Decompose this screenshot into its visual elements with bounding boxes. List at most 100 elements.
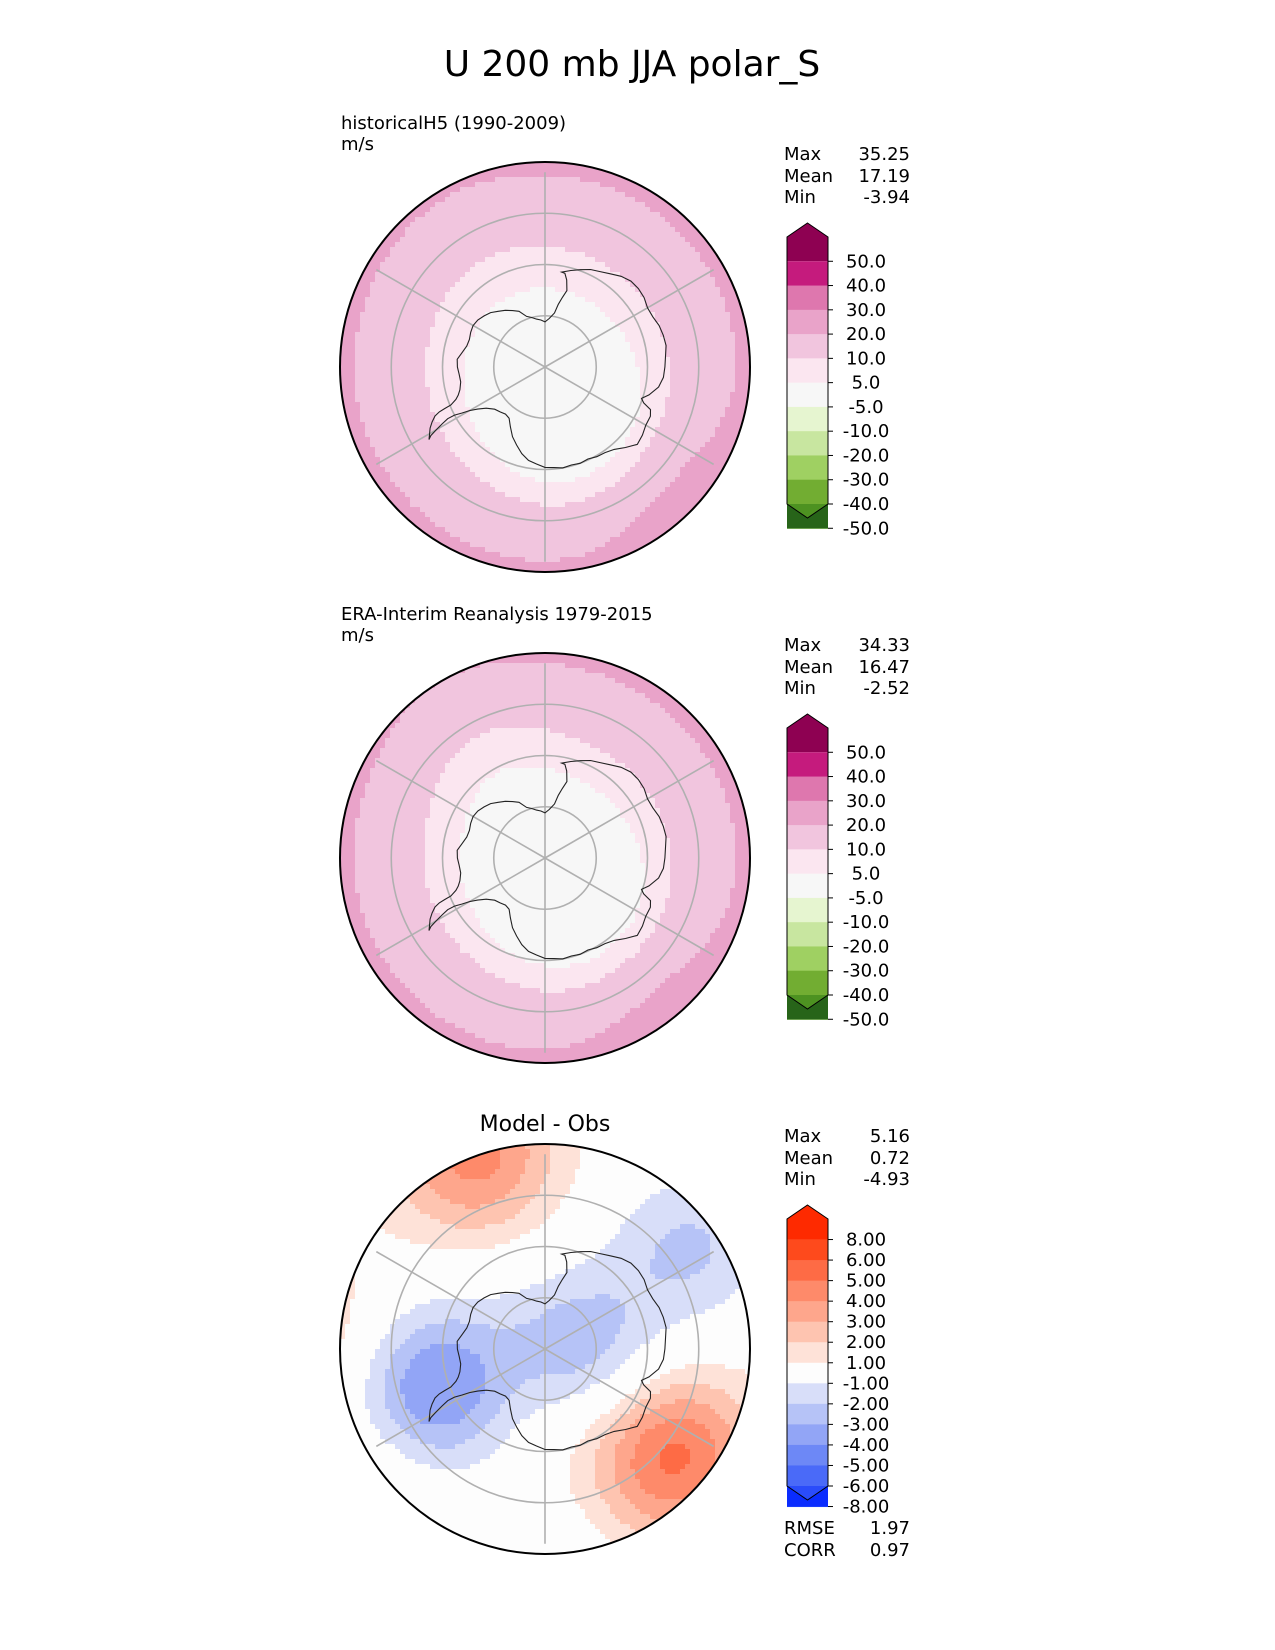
field-cell bbox=[605, 317, 611, 323]
field-cell bbox=[675, 432, 681, 438]
field-cell bbox=[710, 452, 716, 458]
field-cell bbox=[370, 427, 376, 433]
field-cell bbox=[690, 422, 696, 428]
field-cell bbox=[595, 222, 601, 228]
field-cell bbox=[490, 482, 496, 488]
field-cell bbox=[515, 512, 521, 518]
field-cell bbox=[725, 342, 731, 348]
field-cell bbox=[680, 382, 686, 388]
field-cell bbox=[650, 437, 656, 443]
field-cell bbox=[705, 317, 711, 323]
field-cell bbox=[420, 267, 426, 273]
field-cell bbox=[660, 247, 666, 253]
field-cell bbox=[560, 377, 566, 383]
field-cell bbox=[730, 332, 736, 338]
field-cell bbox=[410, 437, 416, 443]
field-cell bbox=[385, 312, 391, 318]
field-cell bbox=[365, 437, 371, 443]
figure-title: U 200 mb JJA polar_S bbox=[444, 44, 821, 85]
field-cell bbox=[435, 247, 441, 253]
field-cell bbox=[575, 262, 581, 268]
field-cell bbox=[550, 412, 556, 418]
field-cell bbox=[410, 252, 416, 258]
field-cell bbox=[435, 192, 441, 198]
field-cell bbox=[645, 262, 651, 268]
field-cell bbox=[575, 322, 581, 328]
field-cell bbox=[405, 267, 411, 273]
field-cell bbox=[605, 272, 611, 278]
field-cell bbox=[665, 267, 671, 273]
field-cell bbox=[735, 422, 741, 428]
field-cell bbox=[475, 487, 481, 493]
field-cell bbox=[425, 362, 431, 368]
field-cell bbox=[445, 237, 451, 243]
field-cell bbox=[475, 457, 481, 463]
field-cell bbox=[480, 297, 486, 303]
field-cell bbox=[640, 242, 646, 248]
field-cell bbox=[530, 507, 536, 513]
field-cell bbox=[430, 502, 436, 508]
field-cell bbox=[600, 447, 606, 453]
field-cell bbox=[550, 512, 556, 518]
field-cell bbox=[370, 287, 376, 293]
field-cell bbox=[550, 452, 556, 458]
field-cell bbox=[600, 192, 606, 198]
field-cell bbox=[670, 237, 676, 243]
field-cell bbox=[525, 447, 531, 453]
field-cell bbox=[425, 442, 431, 448]
field-cell bbox=[520, 177, 526, 183]
field-cell bbox=[735, 317, 741, 323]
field-cell bbox=[740, 342, 746, 348]
field-cell bbox=[445, 312, 451, 318]
field-cell bbox=[735, 427, 741, 433]
field-cell bbox=[365, 417, 371, 423]
field-cell bbox=[405, 462, 411, 468]
field-cell bbox=[610, 187, 616, 193]
field-cell bbox=[470, 332, 476, 338]
field-cell bbox=[660, 417, 666, 423]
field-cell bbox=[420, 347, 426, 353]
field-cell bbox=[510, 377, 516, 383]
field-cell bbox=[640, 312, 646, 318]
field-cell bbox=[610, 492, 616, 498]
field-cell bbox=[340, 312, 346, 318]
field-cell bbox=[540, 302, 546, 308]
field-cell bbox=[385, 482, 391, 488]
field-cell bbox=[525, 512, 531, 518]
field-cell bbox=[565, 202, 571, 208]
field-cell bbox=[650, 392, 656, 398]
field-cell bbox=[490, 172, 496, 178]
field-cell bbox=[540, 322, 546, 328]
field-cell bbox=[375, 357, 381, 363]
field-cell bbox=[480, 312, 486, 318]
field-cell bbox=[505, 287, 511, 293]
field-cell bbox=[720, 367, 726, 373]
field-cell bbox=[525, 227, 531, 233]
field-cell bbox=[720, 327, 726, 333]
field-cell bbox=[425, 467, 431, 473]
field-cell bbox=[560, 372, 566, 378]
field-cell bbox=[410, 507, 416, 513]
field-cell bbox=[515, 437, 521, 443]
field-cell bbox=[445, 232, 451, 238]
field-cell bbox=[425, 367, 431, 373]
field-cell bbox=[355, 312, 361, 318]
field-cell bbox=[385, 267, 391, 273]
field-cell bbox=[555, 172, 561, 178]
field-cell bbox=[660, 232, 666, 238]
field-cell bbox=[705, 322, 711, 328]
field-cell bbox=[490, 407, 496, 413]
field-cell bbox=[520, 487, 526, 493]
field-cell bbox=[460, 417, 466, 423]
field-cell bbox=[670, 487, 676, 493]
field-cell bbox=[500, 502, 506, 508]
field-cell bbox=[430, 302, 436, 308]
field-cell bbox=[640, 347, 646, 353]
field-cell bbox=[460, 237, 466, 243]
field-cell bbox=[585, 182, 591, 188]
field-cell bbox=[665, 332, 671, 338]
field-cell bbox=[730, 422, 736, 428]
field-cell bbox=[535, 422, 541, 428]
field-cell bbox=[715, 347, 721, 353]
field-cell bbox=[590, 187, 596, 193]
